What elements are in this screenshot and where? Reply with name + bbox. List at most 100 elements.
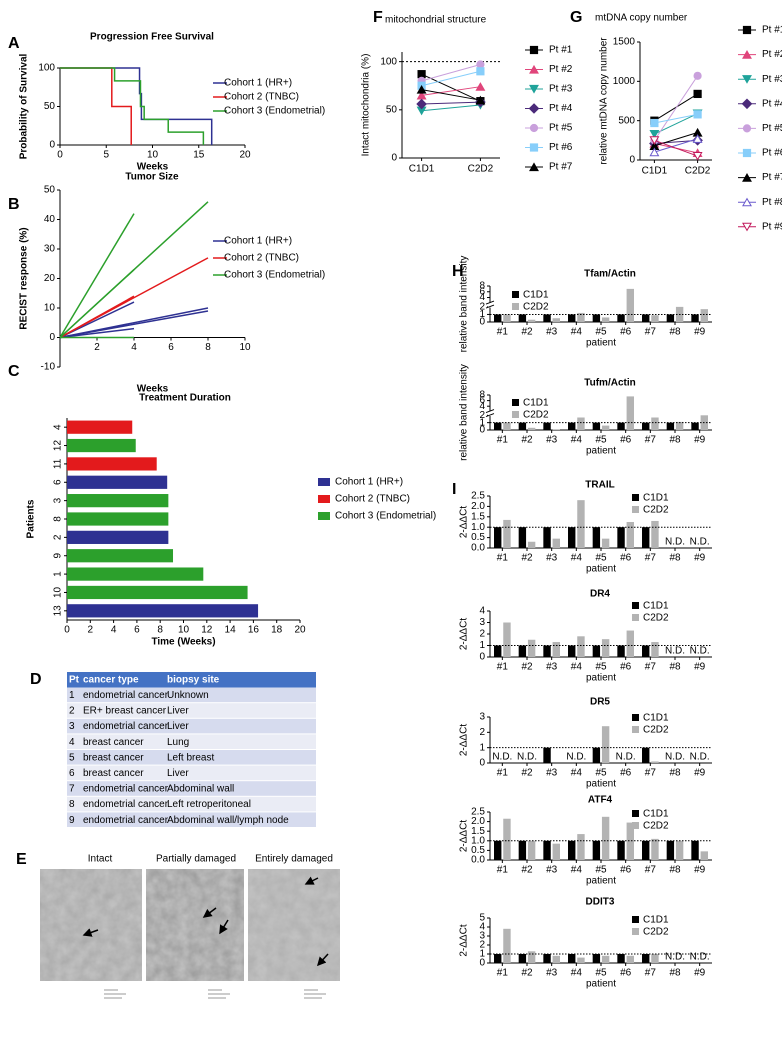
bar [527, 319, 536, 322]
bar [503, 622, 511, 657]
y-tick-label: 3 [479, 617, 485, 628]
marker [693, 71, 702, 80]
chart-title: Progression Free Survival [90, 32, 214, 43]
y-tick-label: 0 [629, 155, 635, 166]
y-tick-label: 0 [479, 652, 485, 663]
x-tick-label: #1 [497, 662, 509, 673]
table: D Pt cancer type biopsy site 1 endometrial ca… [30, 671, 316, 827]
marker [416, 84, 427, 94]
table-cell: 7 [69, 784, 75, 795]
bar [691, 840, 699, 860]
bar [518, 954, 527, 963]
x-axis-label: patient [586, 673, 616, 684]
x-tick-label: 10 [239, 342, 251, 353]
y-tick-label: 2 [479, 940, 485, 951]
y-tick-label: 6 [479, 395, 485, 406]
y-tick-label: 6 [479, 286, 485, 297]
table-cell: endometrial cancer [83, 799, 169, 810]
x-tick-label: C1D1 [409, 164, 435, 175]
panel-letter: C [8, 363, 20, 380]
x-tick-label: #1 [497, 968, 509, 979]
x-axis-label: patient [586, 564, 616, 575]
bar [601, 538, 610, 548]
bar [568, 645, 576, 657]
y-tick-label: 2 [53, 534, 64, 540]
legend-label: C1D1 [643, 809, 669, 820]
bar [494, 422, 502, 430]
bar [642, 840, 650, 860]
x-tick-label: #1 [497, 553, 509, 564]
x-tick-label: #4 [571, 968, 583, 979]
y-tick-label: 12 [53, 440, 64, 452]
bar [543, 314, 551, 322]
legend-label: Pt #6 [762, 148, 782, 159]
arrow [219, 919, 229, 935]
panel-letter: F [373, 9, 383, 26]
patient-line [654, 138, 698, 153]
x-tick-label: 4 [131, 342, 137, 353]
x-tick-label: #3 [546, 553, 558, 564]
bar [651, 642, 659, 657]
x-tick-label: #8 [669, 865, 681, 876]
x-tick-label: #8 [669, 435, 681, 446]
y-tick-label: 1000 [613, 76, 636, 87]
annotation: N.D. [665, 537, 685, 548]
bar [642, 954, 650, 963]
marker [476, 60, 485, 69]
x-tick-label: #3 [546, 662, 558, 673]
chart-title: DR5 [590, 697, 610, 708]
marker [649, 147, 660, 157]
legend-label: C2D2 [643, 505, 669, 516]
x-tick-label: #6 [620, 553, 632, 564]
y-tick-label: 4 [479, 292, 485, 303]
legend-label: C2D2 [643, 725, 669, 736]
y-axis-label: 2-ΔΔCt [459, 724, 470, 756]
bar [592, 527, 601, 548]
bar [626, 396, 634, 430]
bar [666, 422, 675, 430]
x-tick-label: 2 [88, 625, 94, 636]
bar [494, 840, 502, 860]
scale-captions [104, 989, 326, 999]
y-tick-label: 1 [479, 309, 485, 320]
x-axis-label: Weeks [137, 384, 169, 395]
y-tick-label: 2 [479, 629, 485, 640]
table-cell: endometrial cancer [83, 815, 169, 826]
y-tick-label: 1 [53, 571, 64, 577]
x-tick-label: #6 [620, 327, 632, 338]
bar [651, 417, 659, 430]
y-tick-label: 1 [479, 742, 485, 753]
survival-curve [60, 67, 132, 145]
y-tick-label: -10 [41, 362, 56, 373]
bar [67, 494, 169, 508]
bar [666, 840, 675, 860]
bar [626, 522, 634, 548]
marker [475, 95, 486, 105]
legend-swatch [632, 614, 639, 621]
table-cell: breast cancer [83, 752, 144, 763]
bar [700, 309, 708, 322]
x-axis-label: Weeks [137, 162, 169, 173]
y-tick-label: 4 [479, 401, 485, 412]
x-tick-label: 16 [248, 625, 260, 636]
bar [527, 639, 536, 657]
x-tick-label: #6 [620, 768, 632, 779]
bar [552, 538, 560, 548]
y-tick-label: 8 [479, 390, 485, 401]
micrograph-label: Partially damaged [156, 854, 236, 865]
axis-break [485, 300, 495, 309]
bar [577, 636, 585, 657]
bar [494, 645, 502, 657]
x-tick-label: #7 [645, 662, 657, 673]
x-tick-label: #7 [645, 553, 657, 564]
bar [67, 457, 157, 471]
response-line [59, 310, 209, 339]
x-tick-label: #2 [521, 865, 533, 876]
bar [691, 314, 699, 322]
table-header: biopsy site [167, 674, 220, 685]
legend-swatch [318, 512, 330, 520]
x-tick-label: 5 [103, 150, 109, 161]
bar [617, 840, 625, 860]
